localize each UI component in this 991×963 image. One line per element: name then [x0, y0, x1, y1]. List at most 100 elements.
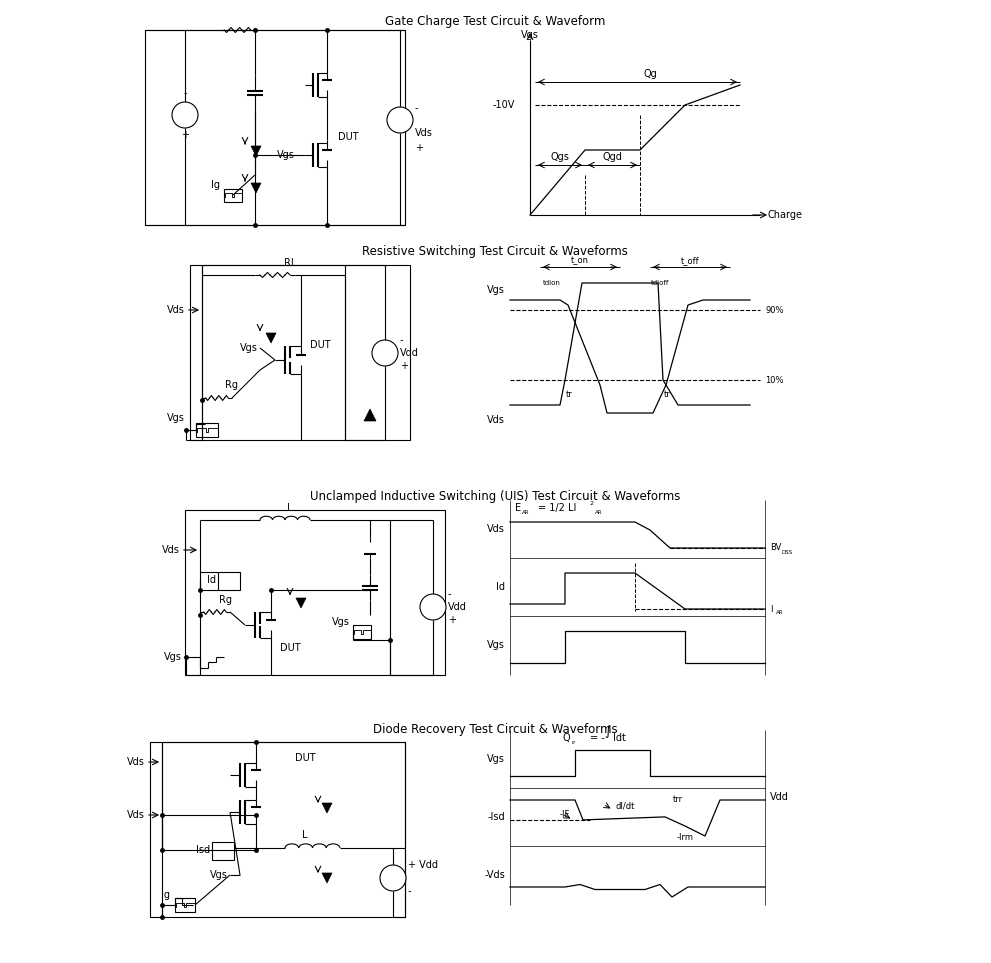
Text: +: + [415, 143, 423, 153]
Text: t_on: t_on [571, 256, 589, 266]
Text: = -: = - [590, 733, 605, 743]
Text: +: + [448, 615, 456, 625]
Text: trr: trr [673, 795, 683, 804]
Text: Vgs: Vgs [488, 285, 505, 295]
Text: Id: Id [496, 582, 505, 592]
Text: -: - [400, 335, 403, 345]
Text: AR: AR [776, 611, 784, 615]
Text: Vgs: Vgs [165, 652, 182, 662]
Text: Vds: Vds [488, 415, 505, 425]
Text: I: I [770, 605, 773, 613]
Bar [196, 423, 218, 437]
Text: BV: BV [770, 543, 781, 553]
Text: Rg: Rg [226, 380, 239, 390]
Text: DUT: DUT [310, 340, 331, 350]
Text: VDC: VDC [393, 117, 406, 122]
Text: -: - [408, 886, 411, 896]
Polygon shape [364, 409, 376, 421]
Text: Vgs: Vgs [332, 617, 350, 627]
Text: Vds: Vds [163, 545, 180, 555]
Text: +: + [400, 361, 408, 371]
Bar [185, 510, 445, 675]
Text: Charge: Charge [767, 210, 803, 220]
Text: L: L [302, 830, 308, 840]
Bar [190, 265, 410, 440]
Circle shape [372, 340, 398, 366]
Polygon shape [251, 146, 261, 156]
Text: DSS: DSS [781, 550, 792, 555]
Text: VDC: VDC [379, 351, 391, 355]
Text: Vgs: Vgs [210, 870, 228, 880]
Bar [218, 572, 240, 590]
Text: VDC: VDC [178, 113, 191, 117]
Text: Unclamped Inductive Switching (UIS) Test Circuit & Waveforms: Unclamped Inductive Switching (UIS) Test… [310, 490, 680, 503]
Text: tr: tr [566, 390, 573, 399]
Text: -IF: -IF [560, 811, 571, 820]
Text: Vgs: Vgs [521, 30, 539, 40]
Text: -10V: -10V [493, 100, 515, 110]
Text: ∫: ∫ [604, 725, 610, 739]
Bar [175, 898, 195, 912]
Text: -Vds: -Vds [485, 870, 505, 880]
Text: DUT: DUT [295, 753, 315, 763]
Circle shape [380, 865, 406, 891]
Text: Isd: Isd [196, 845, 210, 855]
Text: Id: Id [207, 575, 216, 585]
Text: Vgs: Vgs [488, 754, 505, 764]
Text: -: - [448, 589, 452, 599]
Text: Resistive Switching Test Circuit & Waveforms: Resistive Switching Test Circuit & Wavef… [362, 245, 628, 258]
Text: Ig: Ig [161, 890, 170, 900]
Text: + Vdd: + Vdd [408, 860, 438, 870]
Bar [150, 742, 405, 917]
Text: t_off: t_off [681, 256, 700, 266]
Polygon shape [322, 873, 332, 883]
Text: -Isd: -Isd [488, 812, 505, 822]
Text: Gate Charge Test Circuit & Waveform: Gate Charge Test Circuit & Waveform [385, 15, 606, 28]
Text: -: - [415, 103, 418, 113]
Text: tdioff: tdioff [651, 280, 669, 286]
Circle shape [387, 107, 413, 133]
Text: Vdd: Vdd [770, 792, 789, 802]
Polygon shape [322, 803, 332, 813]
Text: DUT: DUT [280, 643, 300, 653]
Text: tr: tr [664, 390, 670, 399]
Polygon shape [251, 183, 261, 193]
Text: Qgd: Qgd [603, 152, 622, 162]
Text: AR: AR [595, 510, 603, 515]
Text: RL: RL [283, 258, 296, 268]
Text: Qgs: Qgs [551, 152, 570, 162]
Text: E: E [515, 503, 521, 513]
Text: VDC: VDC [386, 875, 399, 880]
Text: rr: rr [571, 741, 576, 745]
Text: DUT: DUT [338, 132, 359, 142]
Text: 10%: 10% [765, 376, 784, 384]
Text: dI/dt: dI/dt [615, 801, 634, 811]
Text: 2: 2 [590, 501, 594, 506]
Text: Vgs: Vgs [240, 343, 258, 353]
Circle shape [172, 102, 198, 128]
Text: Idt: Idt [613, 733, 626, 743]
Circle shape [420, 594, 446, 620]
Text: Vds: Vds [415, 128, 433, 138]
Bar [212, 842, 234, 860]
Bar [145, 30, 405, 225]
Text: = 1/2 LI: = 1/2 LI [538, 503, 577, 513]
Text: tdion: tdion [543, 280, 561, 286]
Text: Vgs: Vgs [277, 150, 295, 160]
Text: Ig: Ig [211, 180, 220, 190]
Text: Vds: Vds [167, 305, 185, 315]
Polygon shape [296, 598, 306, 608]
Text: Vdd: Vdd [400, 348, 419, 358]
Text: VDC: VDC [426, 605, 440, 610]
Text: AR: AR [522, 510, 529, 515]
Text: L: L [287, 503, 292, 513]
Text: Vds: Vds [127, 757, 145, 767]
Text: Diode Recovery Test Circuit & Waveforms: Diode Recovery Test Circuit & Waveforms [373, 723, 617, 736]
Bar [353, 625, 371, 639]
Text: -: - [183, 88, 186, 98]
Text: Rg: Rg [218, 595, 232, 605]
Text: 90%: 90% [765, 305, 784, 315]
Text: +: + [181, 130, 189, 140]
Text: Qg: Qg [643, 69, 657, 79]
Text: Vds: Vds [127, 810, 145, 820]
